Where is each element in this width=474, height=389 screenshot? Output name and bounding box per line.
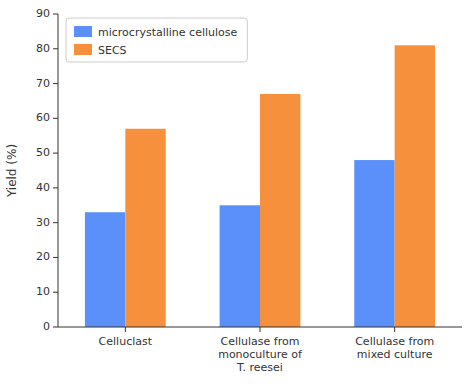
y-tick-label: 40 <box>36 181 50 194</box>
y-tick <box>53 83 58 84</box>
y-tick <box>53 257 58 258</box>
bar <box>260 94 300 327</box>
legend-label: microcrystalline cellulose <box>98 26 238 39</box>
bar <box>125 129 165 327</box>
y-tick-label: 90 <box>36 7 50 20</box>
y-tick <box>53 327 58 328</box>
y-axis-label: Yield (%) <box>5 144 19 198</box>
x-tick-label: Celluclast <box>99 335 153 348</box>
x-tick <box>394 327 395 332</box>
x-tick <box>125 327 126 332</box>
y-tick <box>53 292 58 293</box>
bar <box>85 212 125 327</box>
y-tick-label: 30 <box>36 216 50 229</box>
y-tick-label: 70 <box>36 77 50 90</box>
y-tick <box>53 118 58 119</box>
x-tick-label: Cellulase frommonoculture ofT. reesei <box>218 335 303 374</box>
y-tick-label: 20 <box>36 250 50 263</box>
y-tick <box>53 48 58 49</box>
x-tick-label: Cellulase frommixed culture <box>355 335 434 361</box>
legend-frame <box>66 18 247 62</box>
legend-swatch <box>74 26 92 37</box>
y-tick <box>53 153 58 154</box>
y-tick-label: 80 <box>36 42 50 55</box>
y-tick-label: 0 <box>43 320 50 333</box>
y-tick <box>53 222 58 223</box>
bars <box>85 45 435 327</box>
chart-svg: 0 10 20 30 40 50 60 70 80 90 Celluclast Cellulase f… <box>0 0 474 389</box>
bar <box>354 160 394 327</box>
y-tick-label: 50 <box>36 146 50 159</box>
bar <box>395 45 435 327</box>
legend: microcrystalline cellulose SECS <box>66 18 247 62</box>
legend-swatch <box>74 44 92 55</box>
bar <box>220 205 260 327</box>
y-tick-label: 60 <box>36 111 50 124</box>
y-tick-label: 10 <box>36 285 50 298</box>
x-tick <box>260 327 261 332</box>
y-tick <box>53 14 58 15</box>
legend-label: SECS <box>98 44 127 57</box>
y-tick <box>53 187 58 188</box>
chart-container: 0 10 20 30 40 50 60 70 80 90 Celluclast Cellulase f… <box>0 0 474 389</box>
y-axis-line <box>58 14 59 327</box>
